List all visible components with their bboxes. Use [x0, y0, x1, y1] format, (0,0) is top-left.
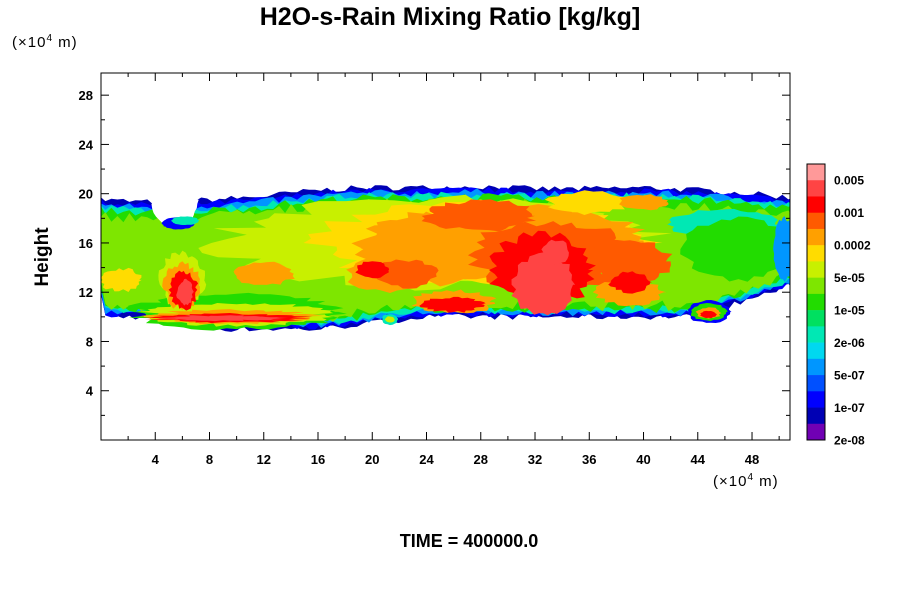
- legend-label: 5e-07: [834, 369, 865, 383]
- field-region: [355, 261, 390, 279]
- legend-swatch: [807, 407, 825, 425]
- legend-swatch: [807, 375, 825, 392]
- x-tick-label: 48: [745, 452, 759, 467]
- legend-swatch: [807, 342, 825, 360]
- mixing-ratio-field: [101, 172, 790, 332]
- legend-swatch: [807, 391, 825, 408]
- field-region: [511, 252, 576, 316]
- x-tick-label: 16: [311, 452, 325, 467]
- legend-swatch: [807, 212, 825, 230]
- time-label: TIME = 400000.0: [399, 531, 539, 551]
- x-tick-label: 4: [152, 452, 160, 467]
- y-tick-label: 24: [79, 137, 94, 152]
- x-tick-label: 36: [582, 452, 596, 467]
- x-axis: 4 8 12 16 20 24 28 32 36 40 44 48: [127, 73, 780, 467]
- field-region: [151, 172, 199, 229]
- legend-swatch: [807, 423, 825, 441]
- field-region: [544, 190, 632, 215]
- field-region: [540, 239, 569, 265]
- plot-frame: [100, 72, 791, 441]
- field-region: [586, 239, 673, 286]
- legend-swatch: [807, 277, 825, 295]
- y-tick-label: 4: [86, 384, 94, 399]
- legend-swatch: [807, 164, 825, 181]
- x-tick-label: 8: [206, 452, 213, 467]
- legend-frame: [806, 163, 826, 441]
- field-region: [421, 199, 537, 232]
- legend-label: 0.0002: [834, 239, 871, 253]
- field-region: [773, 216, 790, 282]
- field-region: [680, 216, 790, 282]
- legend-swatch: [807, 245, 825, 262]
- field-region: [372, 259, 439, 289]
- y-tick-label: 20: [79, 187, 93, 202]
- x-tick-label: 12: [257, 452, 271, 467]
- field-region: [608, 271, 652, 294]
- legend-label: 2e-08: [834, 434, 865, 448]
- field-region: [619, 194, 669, 211]
- color-legend: 0.005 0.001 0.0002 5e-05 1e-05 2e-06 5e-07 1e-0…: [806, 163, 871, 448]
- legend-label: 0.001: [834, 206, 864, 220]
- field-region: [170, 216, 199, 225]
- y-unit-label: (×104 m): [12, 33, 78, 51]
- field-region: [384, 316, 395, 323]
- legend-swatch: [807, 228, 825, 246]
- y-axis: 4 8 12 16 20 24 28: [79, 88, 790, 416]
- x-unit-label: (×104 m): [713, 472, 779, 490]
- x-tick-label: 24: [419, 452, 434, 467]
- x-tick-label: 40: [636, 452, 650, 467]
- field-region: [233, 261, 295, 285]
- legend-label: 1e-07: [834, 401, 865, 415]
- legend-swatch: [807, 358, 825, 376]
- x-tick-label: 28: [474, 452, 488, 467]
- legend-label: 1e-05: [834, 304, 865, 318]
- x-tick-label: 20: [365, 452, 379, 467]
- field-region: [700, 310, 718, 319]
- legend-swatch: [807, 180, 825, 197]
- field-region: [101, 267, 142, 292]
- y-tick-label: 16: [79, 236, 93, 251]
- y-tick-label: 8: [86, 334, 93, 349]
- y-tick-label: 28: [79, 88, 93, 103]
- field-region: [157, 315, 289, 322]
- legend-label: 2e-06: [834, 336, 865, 350]
- legend-swatch: [807, 310, 825, 327]
- y-tick-label: 12: [79, 285, 93, 300]
- field-region: [176, 278, 194, 306]
- legend-swatch: [807, 293, 825, 311]
- chart-title: H2O-s-Rain Mixing Ratio [kg/kg]: [259, 3, 641, 31]
- field-region: [419, 296, 486, 313]
- x-tick-label: 32: [528, 452, 542, 467]
- legend-label: 5e-05: [834, 271, 865, 285]
- legend-swatch: [807, 261, 825, 278]
- legend-swatch: [807, 196, 825, 214]
- legend-swatch: [807, 326, 825, 343]
- x-tick-label: 44: [691, 452, 706, 467]
- legend-label: 0.005: [834, 174, 864, 188]
